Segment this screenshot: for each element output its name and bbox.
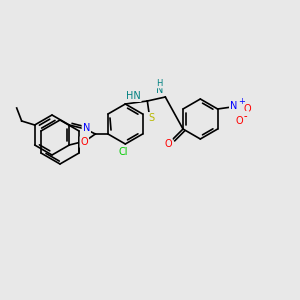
Text: S: S — [148, 113, 154, 123]
Text: HN: HN — [126, 91, 141, 101]
Text: O: O — [244, 104, 251, 114]
Text: N: N — [82, 123, 90, 133]
Text: −: − — [239, 112, 248, 122]
Text: Cl: Cl — [118, 147, 128, 157]
Text: N: N — [156, 85, 163, 95]
Text: O: O — [80, 137, 88, 147]
Text: O: O — [236, 116, 244, 126]
Text: H: H — [156, 79, 163, 88]
Text: O: O — [164, 139, 172, 149]
Text: N: N — [230, 101, 237, 111]
Text: +: + — [238, 98, 245, 106]
